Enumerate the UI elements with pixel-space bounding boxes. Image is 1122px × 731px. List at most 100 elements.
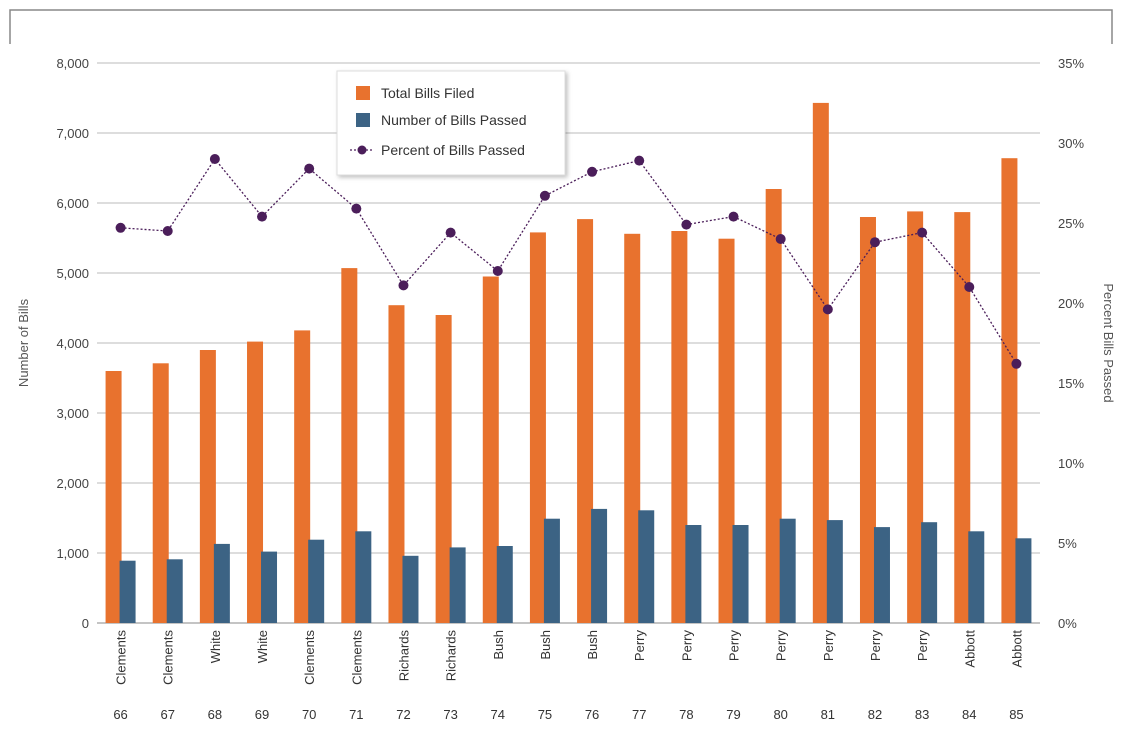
percent-point — [162, 226, 173, 236]
governor-label: Clements — [349, 630, 364, 685]
y-axis-right-title: Percent Bills Passed — [1101, 283, 1116, 402]
left-axis-ticks: 0 1,000 2,000 3,000 4,000 5,000 6,000 7,000 8,00… — [56, 56, 89, 631]
governor-label: Bush — [538, 630, 553, 660]
bar-total-filed — [812, 102, 829, 623]
session-label: 71 — [349, 707, 363, 722]
governor-label: Perry — [868, 630, 883, 662]
governor-label: Richards — [396, 630, 411, 682]
bar-bills-passed — [213, 543, 230, 623]
session-label: 83 — [915, 707, 929, 722]
percent-point — [351, 203, 362, 214]
bar-bills-passed — [779, 518, 796, 623]
percent-point — [398, 280, 409, 291]
percent-point — [539, 190, 550, 201]
left-tick-label: 8,000 — [56, 56, 89, 71]
left-tick-label: 5,000 — [56, 266, 89, 281]
left-tick-label: 2,000 — [56, 476, 89, 491]
bar-total-filed — [765, 189, 782, 623]
bar-bills-passed — [968, 531, 985, 623]
bar-bills-passed — [402, 555, 419, 623]
governor-label: Abbott — [962, 630, 977, 668]
percent-point — [917, 227, 928, 238]
bar-bills-passed — [638, 510, 655, 623]
category-labels: Clements 66 Clements 67 White 68 White 69 Clemen… — [113, 630, 1024, 722]
governor-label: White — [255, 630, 270, 663]
governor-label: Perry — [679, 630, 694, 662]
right-tick-label: 35% — [1058, 56, 1084, 71]
legend-swatch-bills-passed — [356, 113, 370, 127]
governor-label: White — [208, 630, 223, 663]
percent-point — [492, 266, 503, 276]
session-label: 78 — [679, 707, 693, 722]
right-tick-label: 25% — [1058, 216, 1084, 231]
bar-total-filed — [388, 305, 405, 623]
percent-point — [445, 227, 456, 238]
right-tick-label: 15% — [1058, 376, 1084, 391]
bar-bills-passed — [308, 539, 325, 623]
percent-line — [115, 154, 1022, 369]
bar-bills-passed — [591, 508, 608, 623]
governor-label: Richards — [444, 630, 459, 682]
governor-label: Perry — [774, 630, 789, 662]
percent-point — [964, 282, 975, 292]
session-label: 84 — [962, 707, 976, 722]
legend-marker-percent — [357, 145, 367, 155]
legend-swatch-total-bills-filed — [356, 86, 370, 100]
legend-label-percent-passed: Percent of Bills Passed — [381, 142, 525, 158]
percent-point — [209, 154, 220, 164]
percent-point — [728, 211, 739, 222]
bar-total-filed — [199, 350, 216, 623]
bar-bills-passed — [826, 520, 843, 623]
governor-label: Bush — [491, 630, 506, 660]
bar-bills-passed — [685, 525, 702, 623]
session-label: 68 — [208, 707, 222, 722]
bar-total-filed — [907, 211, 924, 623]
percent-point — [115, 222, 126, 233]
bar-bills-passed — [873, 527, 890, 623]
left-tick-label: 7,000 — [56, 126, 89, 141]
session-label: 69 — [255, 707, 269, 722]
percent-point — [822, 304, 833, 315]
right-tick-label: 0% — [1058, 616, 1077, 631]
session-label: 76 — [585, 707, 599, 722]
percent-point — [257, 211, 268, 222]
governor-label: Clements — [114, 630, 129, 685]
bar-bills-passed — [261, 551, 278, 623]
right-tick-label: 20% — [1058, 296, 1084, 311]
left-tick-label: 3,000 — [56, 406, 89, 421]
session-label: 81 — [821, 707, 835, 722]
bar-total-filed — [247, 341, 264, 623]
right-axis-ticks: 0% 5% 10% 15% 20% 25% 30% 35% — [1058, 56, 1084, 631]
session-label: 70 — [302, 707, 316, 722]
bar-bills-passed — [543, 518, 560, 623]
session-label: 75 — [538, 707, 552, 722]
bar-total-filed — [671, 231, 688, 623]
bar-total-filed — [482, 276, 499, 623]
left-tick-label: 0 — [82, 616, 89, 631]
session-label: 74 — [491, 707, 505, 722]
left-tick-label: 1,000 — [56, 546, 89, 561]
session-label: 66 — [113, 707, 127, 722]
bar-bills-passed — [496, 546, 513, 623]
legend: Total Bills Filed Number of Bills Passed… — [336, 70, 566, 176]
bar-total-filed — [577, 219, 594, 623]
percent-point — [869, 237, 880, 248]
right-tick-label: 10% — [1058, 456, 1084, 471]
legend-label-total-bills-filed: Total Bills Filed — [381, 85, 474, 101]
percent-point — [1011, 358, 1022, 369]
bar-bills-passed — [921, 522, 938, 623]
percent-point — [304, 163, 315, 174]
bar-bills-passed — [355, 531, 372, 623]
governor-label: Bush — [585, 630, 600, 660]
left-tick-label: 6,000 — [56, 196, 89, 211]
bars — [105, 102, 1032, 624]
bar-bills-passed — [732, 525, 749, 623]
percent-point — [681, 219, 692, 230]
left-tick-label: 4,000 — [56, 336, 89, 351]
governor-label: Perry — [915, 630, 930, 662]
bar-total-filed — [435, 315, 452, 623]
session-label: 80 — [773, 707, 787, 722]
bar-total-filed — [294, 330, 311, 623]
